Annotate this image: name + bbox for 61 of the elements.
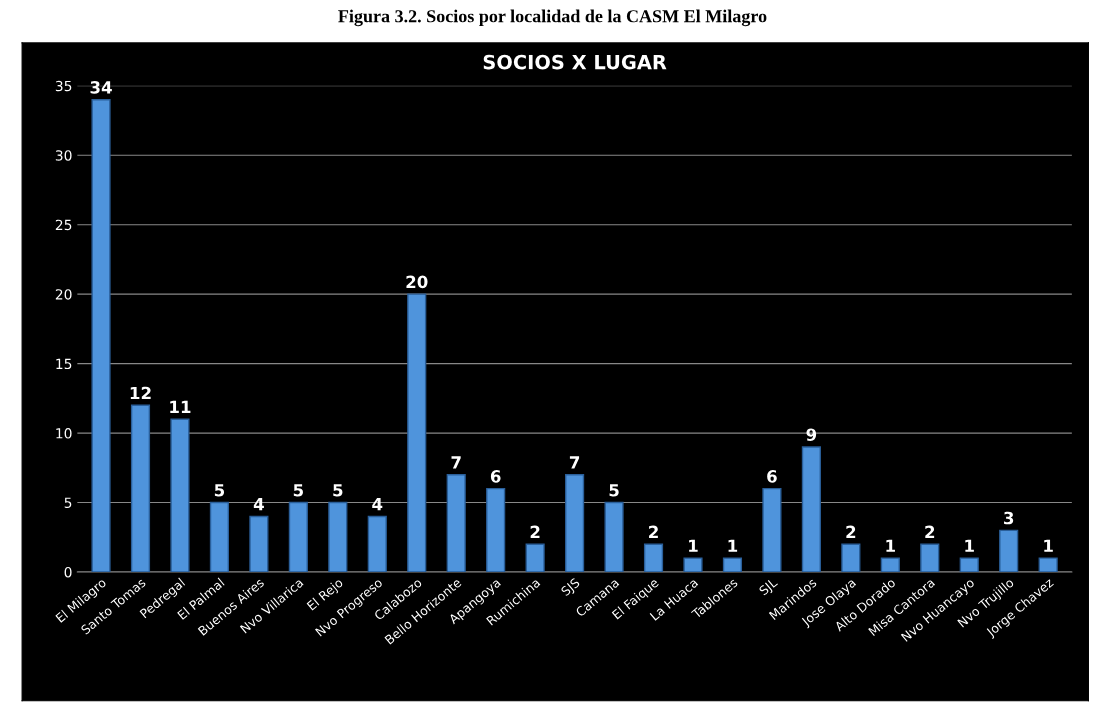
data-label: 4 (253, 498, 264, 511)
bar (1038, 557, 1058, 572)
y-tick-label: 35 (55, 80, 72, 92)
bar (486, 487, 506, 572)
bar (801, 446, 821, 572)
data-label: 7 (451, 456, 461, 469)
data-label: 1 (689, 539, 698, 552)
bar (328, 501, 348, 572)
data-label: 6 (767, 470, 777, 483)
data-label: 2 (530, 525, 540, 538)
data-label: 34 (90, 81, 112, 94)
data-label: 5 (609, 484, 619, 497)
bar (604, 501, 624, 572)
bar (683, 557, 703, 572)
data-label: 11 (170, 400, 191, 413)
bar (249, 515, 269, 572)
bar (565, 474, 585, 572)
bar (643, 543, 664, 572)
bar (999, 529, 1019, 572)
data-label: 2 (846, 525, 856, 538)
bar (170, 418, 190, 572)
bar (288, 501, 308, 572)
y-tick-label: 20 (55, 289, 72, 300)
x-tick-label: SJS (560, 577, 582, 599)
bar (841, 543, 861, 572)
bar (525, 543, 545, 572)
data-label: 5 (333, 484, 343, 497)
y-tick-label: 0 (64, 566, 72, 578)
bar (367, 515, 387, 572)
data-label: 5 (214, 484, 225, 497)
y-tick-label: 15 (56, 358, 72, 370)
chart-title: SOCIOS X LUGAR (483, 54, 667, 70)
y-tick-label: 25 (55, 219, 72, 231)
data-label: 1 (965, 539, 974, 552)
data-label: 2 (925, 525, 935, 538)
bar (91, 98, 111, 572)
y-tick-label: 10 (56, 428, 72, 439)
bar (130, 404, 151, 572)
bar (722, 557, 743, 572)
data-label: 1 (728, 539, 738, 552)
bar (407, 293, 427, 572)
bar (880, 557, 900, 572)
text: Figura 3.2. Socios por localidad de la CASM El Milagro (338, 9, 767, 27)
y-tick-label: 30 (55, 150, 72, 161)
data-label: 3 (1004, 511, 1014, 525)
bar (446, 474, 466, 572)
data-label: 20 (406, 275, 428, 289)
bar (762, 487, 782, 572)
data-label: 6 (490, 470, 501, 483)
bar (959, 557, 979, 572)
data-label: 4 (372, 498, 383, 511)
y-tick-label: 5 (64, 497, 72, 509)
data-label: 2 (649, 525, 658, 538)
data-label: 5 (293, 484, 303, 497)
data-label: 12 (130, 386, 151, 400)
bar (920, 543, 940, 572)
data-label: 9 (806, 428, 817, 441)
bar (209, 501, 229, 572)
data-label: 7 (569, 456, 580, 469)
data-label: 1 (886, 539, 895, 552)
data-label: 1 (1044, 539, 1053, 552)
